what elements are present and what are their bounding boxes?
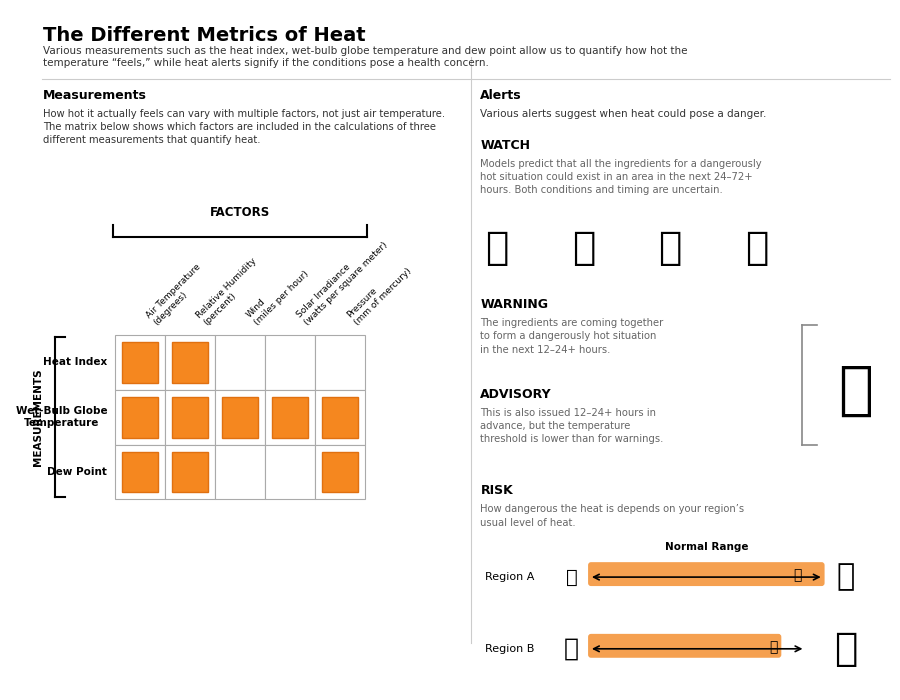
Text: Pressure
(mm of mercury): Pressure (mm of mercury) (345, 259, 413, 327)
Bar (165, 335, 215, 390)
FancyBboxPatch shape (588, 634, 781, 658)
Bar (115, 335, 165, 390)
Bar (215, 444, 265, 499)
Text: 🍶: 🍶 (794, 568, 802, 582)
Text: Relative Humidity
(percent): Relative Humidity (percent) (195, 256, 266, 327)
FancyBboxPatch shape (221, 397, 258, 438)
FancyBboxPatch shape (322, 452, 358, 492)
Text: The ingredients are coming together
to form a dangerously hot situation
in the n: The ingredients are coming together to f… (481, 318, 663, 354)
Bar (265, 444, 315, 499)
Text: Alerts: Alerts (481, 89, 522, 102)
FancyBboxPatch shape (122, 452, 158, 492)
Text: 🫙: 🫙 (658, 230, 681, 267)
FancyBboxPatch shape (172, 452, 208, 492)
Bar (165, 390, 215, 444)
Text: Air Temperature
(degrees): Air Temperature (degrees) (145, 262, 210, 327)
Bar (265, 335, 315, 390)
Bar (215, 390, 265, 444)
Text: ADVISORY: ADVISORY (481, 388, 552, 401)
Text: The Different Metrics of Heat: The Different Metrics of Heat (43, 27, 365, 46)
Text: FACTORS: FACTORS (210, 206, 270, 218)
Text: 🔥: 🔥 (837, 563, 855, 592)
Text: 🫙: 🫙 (838, 361, 873, 419)
Text: Region A: Region A (485, 572, 535, 582)
Text: 🧂: 🧂 (572, 230, 595, 267)
Text: Dew Point: Dew Point (48, 467, 107, 477)
FancyBboxPatch shape (172, 397, 208, 438)
Text: WATCH: WATCH (481, 139, 530, 152)
Bar (315, 390, 365, 444)
Text: RISK: RISK (481, 484, 513, 498)
Text: How hot it actually feels can vary with multiple factors, not just air temperatu: How hot it actually feels can vary with … (43, 109, 446, 146)
Text: 🔥: 🔥 (564, 637, 580, 661)
FancyBboxPatch shape (122, 342, 158, 383)
Text: This is also issued 12–24+ hours in
advance, but the temperature
threshold is lo: This is also issued 12–24+ hours in adva… (481, 408, 664, 444)
FancyBboxPatch shape (272, 397, 309, 438)
Text: Normal Range: Normal Range (664, 542, 748, 552)
Text: Solar Irradiance
(watts per square meter): Solar Irradiance (watts per square meter… (295, 233, 389, 327)
Text: Heat Index: Heat Index (43, 358, 107, 368)
Text: 🌶: 🌶 (485, 230, 508, 267)
Text: MEASUREMENTS: MEASUREMENTS (33, 368, 43, 466)
Text: Region B: Region B (485, 644, 535, 654)
FancyBboxPatch shape (322, 397, 358, 438)
Text: How dangerous the heat is depends on your region’s
usual level of heat.: How dangerous the heat is depends on you… (481, 505, 744, 528)
Text: Various alerts suggest when heat could pose a danger.: Various alerts suggest when heat could p… (481, 109, 767, 119)
Bar (315, 444, 365, 499)
Bar (115, 390, 165, 444)
Text: Wet-Bulb Globe
Temperature: Wet-Bulb Globe Temperature (15, 407, 107, 428)
Bar (115, 444, 165, 499)
Text: Wind
(miles per hour): Wind (miles per hour) (245, 262, 310, 327)
Text: Measurements: Measurements (43, 89, 147, 102)
FancyBboxPatch shape (122, 397, 158, 438)
Text: Models predict that all the ingredients for a dangerously
hot situation could ex: Models predict that all the ingredients … (481, 159, 762, 195)
FancyBboxPatch shape (172, 342, 208, 383)
Bar (265, 390, 315, 444)
Bar (315, 335, 365, 390)
Text: 🔥: 🔥 (834, 630, 858, 668)
Text: 🍋: 🍋 (745, 230, 769, 267)
Text: Various measurements such as the heat index, wet-bulb globe temperature and dew : Various measurements such as the heat in… (43, 46, 688, 68)
FancyBboxPatch shape (588, 562, 824, 586)
Bar (165, 444, 215, 499)
Bar (215, 335, 265, 390)
Text: 🍶: 🍶 (770, 640, 778, 654)
Text: 🔥: 🔥 (566, 568, 578, 587)
Text: WARNING: WARNING (481, 298, 548, 312)
